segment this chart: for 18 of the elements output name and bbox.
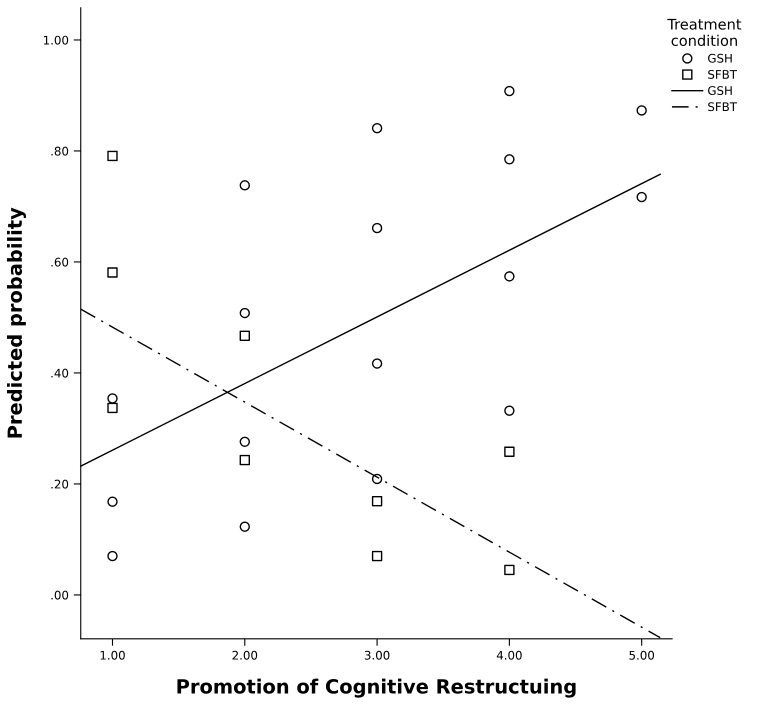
- x-tick-label: 5.00: [629, 650, 654, 660]
- x-tick-label: 2.00: [232, 650, 258, 660]
- legend-label: GSH: [708, 86, 732, 96]
- y-tick-label: .60: [51, 258, 68, 267]
- x-tick-label: 4.00: [496, 650, 522, 660]
- y-axis-title: Predicted probability: [7, 208, 26, 438]
- x-axis-title: Promotion of Cognitive Restructuing: [177, 678, 576, 698]
- y-tick-label: .00: [51, 590, 68, 600]
- y-tick-label: .80: [51, 146, 68, 156]
- y-tick-label: 1.00: [44, 36, 68, 45]
- legend-label: SFBT: [708, 70, 738, 79]
- y-tick-label: .20: [51, 480, 68, 489]
- x-tick-label: 1.00: [100, 650, 125, 660]
- legend-label: GSH: [708, 54, 732, 63]
- legend-label: SFBT: [708, 102, 738, 112]
- legend-title: Treatment condition: [667, 18, 742, 46]
- x-tick-label: 3.00: [364, 650, 390, 660]
- y-tick-label: .40: [51, 368, 68, 378]
